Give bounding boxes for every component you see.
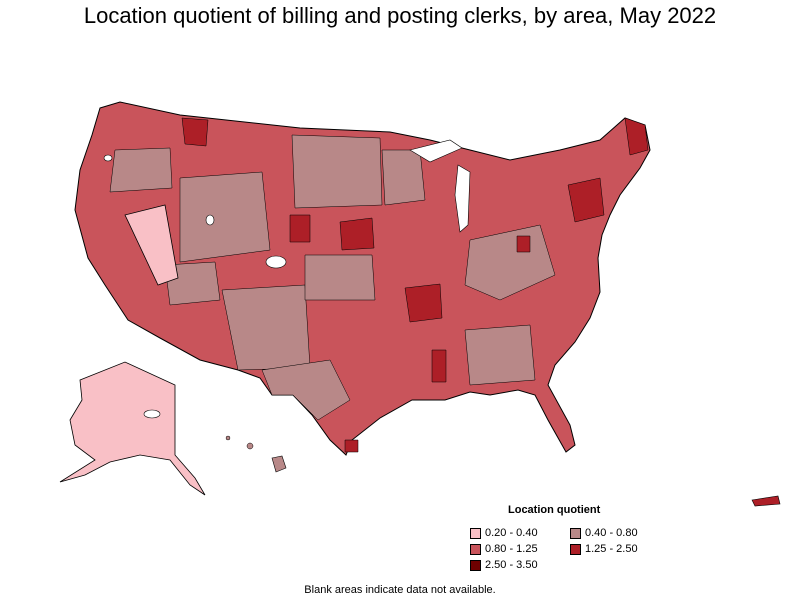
- region-maine[interactable]: [624, 117, 649, 156]
- region-upper-midwest[interactable]: [381, 149, 426, 206]
- legend-swatch: [470, 527, 481, 539]
- legend-title: Location quotient: [508, 504, 601, 516]
- legend-label: 0.40 - 0.80: [585, 527, 638, 539]
- region-appalachia[interactable]: [464, 224, 556, 301]
- region-southeast[interactable]: [464, 324, 536, 386]
- region-mississippi[interactable]: [431, 349, 447, 383]
- region-new-mexico[interactable]: [221, 284, 311, 371]
- legend-item-0.20-0.40: 0.20 - 0.40: [470, 526, 570, 540]
- legend-item-2.50-3.50: 2.50 - 3.50: [470, 558, 570, 572]
- map-title: Location quotient of billing and posting…: [83, 3, 717, 28]
- blank-area-idaho: [205, 214, 215, 226]
- region-oregon-inland[interactable]: [109, 147, 173, 193]
- region-hawaii-islands[interactable]: [246, 442, 254, 450]
- legend-swatch: [570, 543, 581, 555]
- footnote: Blank areas indicate data not available.: [304, 584, 496, 596]
- region-northern-idaho[interactable]: [181, 117, 209, 147]
- legend-label: 2.50 - 3.50: [485, 559, 538, 571]
- legend-label: 1.25 - 2.50: [585, 543, 638, 555]
- legend-item-0.40-0.80: 0.40 - 0.80: [570, 526, 670, 540]
- region-louisiana-coast[interactable]: [344, 439, 359, 453]
- region-puerto-rico[interactable]: [751, 495, 781, 507]
- region-arkansas[interactable]: [404, 283, 443, 323]
- lake-michigan: [454, 164, 471, 233]
- region-arizona-nw[interactable]: [164, 261, 221, 306]
- region-nebraska-east[interactable]: [339, 217, 375, 251]
- map-legend: Location quotient 0.20 - 0.40 0.40 - 0.8…: [470, 504, 670, 572]
- region-wyoming-utah[interactable]: [179, 171, 271, 263]
- legend-label: 0.20 - 0.40: [485, 527, 538, 539]
- region-alaska[interactable]: [59, 361, 206, 496]
- region-new-york[interactable]: [567, 177, 605, 223]
- region-nevada[interactable]: [124, 204, 179, 286]
- region-dakotas[interactable]: [291, 134, 383, 209]
- legend-swatch: [470, 543, 481, 555]
- blank-area-colorado: [265, 255, 287, 269]
- region-hawaii[interactable]: [271, 455, 287, 473]
- lake-superior: [409, 139, 463, 163]
- region-west-texas[interactable]: [261, 359, 351, 421]
- legend-swatch: [470, 559, 481, 571]
- legend-label: 0.80 - 1.25: [485, 543, 538, 555]
- blank-area-alaska: [143, 409, 161, 419]
- region-west-virginia[interactable]: [516, 235, 531, 253]
- region-nebraska-west[interactable]: [289, 214, 311, 243]
- region-kansas[interactable]: [304, 254, 376, 301]
- region-hawaii-islands-2[interactable]: [225, 435, 231, 441]
- legend-item-0.80-1.25: 0.80 - 1.25: [470, 542, 570, 556]
- legend-item-1.25-2.50: 1.25 - 2.50: [570, 542, 670, 556]
- legend-swatch: [570, 527, 581, 539]
- blank-area-washington: [103, 154, 113, 162]
